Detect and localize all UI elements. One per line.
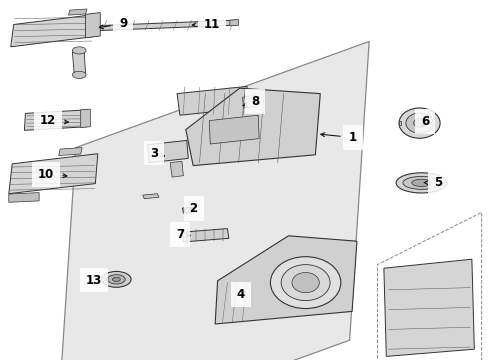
Ellipse shape xyxy=(413,119,425,127)
Text: 13: 13 xyxy=(85,274,108,287)
Ellipse shape xyxy=(72,47,86,54)
Polygon shape xyxy=(185,88,320,166)
Polygon shape xyxy=(85,13,100,38)
Polygon shape xyxy=(398,121,400,125)
Polygon shape xyxy=(81,109,90,127)
Polygon shape xyxy=(24,110,88,130)
Polygon shape xyxy=(142,194,159,199)
Polygon shape xyxy=(383,259,473,356)
Text: 1: 1 xyxy=(320,131,356,144)
Polygon shape xyxy=(98,20,235,31)
Text: 4: 4 xyxy=(236,288,244,301)
Polygon shape xyxy=(182,229,228,242)
Ellipse shape xyxy=(112,277,120,282)
Ellipse shape xyxy=(405,113,432,133)
Text: 11: 11 xyxy=(192,18,220,31)
Polygon shape xyxy=(68,9,87,15)
Polygon shape xyxy=(182,207,194,213)
Ellipse shape xyxy=(398,108,439,138)
Text: 9: 9 xyxy=(99,17,127,30)
Ellipse shape xyxy=(402,176,439,189)
Text: 10: 10 xyxy=(38,168,67,181)
Text: 5: 5 xyxy=(423,176,441,189)
Polygon shape xyxy=(56,41,368,360)
Polygon shape xyxy=(209,115,259,144)
Ellipse shape xyxy=(102,271,131,287)
Ellipse shape xyxy=(281,265,329,301)
Text: 2: 2 xyxy=(189,202,197,215)
Ellipse shape xyxy=(291,273,319,293)
Text: 7: 7 xyxy=(176,228,190,241)
Polygon shape xyxy=(11,14,95,47)
Text: 3: 3 xyxy=(150,147,164,159)
Text: 6: 6 xyxy=(421,115,428,128)
Polygon shape xyxy=(9,193,39,202)
Polygon shape xyxy=(229,19,238,26)
Polygon shape xyxy=(147,140,188,163)
Polygon shape xyxy=(9,154,98,194)
Text: 8: 8 xyxy=(242,95,259,108)
Polygon shape xyxy=(72,50,85,76)
Ellipse shape xyxy=(107,275,125,284)
Polygon shape xyxy=(59,148,82,156)
Polygon shape xyxy=(170,161,183,177)
Polygon shape xyxy=(177,86,249,115)
Polygon shape xyxy=(215,236,356,324)
Ellipse shape xyxy=(411,179,430,186)
Ellipse shape xyxy=(183,208,193,213)
Ellipse shape xyxy=(72,71,86,78)
Text: 12: 12 xyxy=(40,114,68,127)
Ellipse shape xyxy=(270,257,340,309)
Ellipse shape xyxy=(395,173,446,193)
Polygon shape xyxy=(242,95,256,108)
